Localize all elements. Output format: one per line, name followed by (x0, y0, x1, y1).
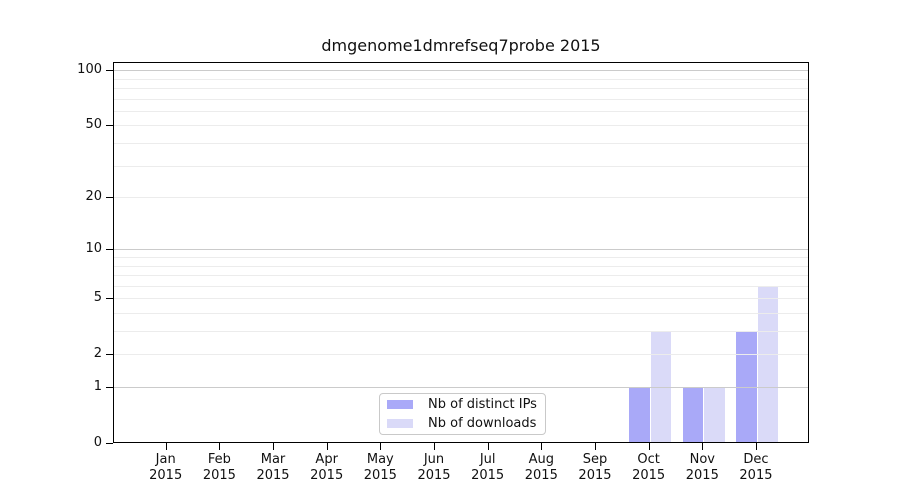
y-tick-label: 5 (93, 290, 102, 306)
x-tick-mark (165, 443, 167, 450)
y-gridline-major (113, 249, 809, 251)
bar-downloads (757, 285, 779, 443)
x-tick-label: Nov 2015 (685, 452, 719, 483)
y-tick-label: 10 (85, 241, 102, 257)
legend-label-distinct-ips: Nb of distinct IPs (428, 397, 537, 412)
x-tick-label: Sep 2015 (578, 452, 612, 483)
y-tick-mark (106, 354, 113, 356)
y-gridline-minor (113, 197, 809, 199)
x-tick-mark (702, 443, 704, 450)
x-tick-label: Apr 2015 (310, 452, 344, 483)
legend-swatch-distinct-ips (387, 400, 413, 409)
legend-item-downloads: Nb of downloads (386, 416, 539, 431)
y-tick-label: 20 (85, 189, 102, 205)
y-gridline-minor (113, 285, 809, 287)
y-tick-mark (106, 125, 113, 127)
x-tick-label: Jan 2015 (149, 452, 183, 483)
bar-distinct-ips (682, 387, 704, 443)
y-gridline-minor (113, 331, 809, 333)
x-tick-mark (594, 443, 596, 450)
chart-title: dmgenome1dmrefseq7probe 2015 (321, 36, 601, 55)
bar-downloads (704, 387, 725, 443)
x-tick-mark (648, 443, 650, 450)
y-tick-label: 2 (93, 346, 102, 362)
x-tick-label: Jul 2015 (471, 452, 505, 483)
y-gridline-minor (113, 165, 809, 167)
y-gridline-minor (113, 298, 809, 300)
plot-area (113, 62, 809, 443)
x-tick-label: Feb 2015 (202, 452, 236, 483)
legend-label-downloads: Nb of downloads (428, 416, 537, 431)
y-gridline-minor (113, 354, 809, 356)
y-tick-mark (106, 249, 113, 251)
legend-swatch-downloads (387, 419, 413, 428)
x-tick-mark (273, 443, 275, 450)
x-tick-label: Oct 2015 (632, 452, 666, 483)
x-tick-mark (434, 443, 435, 450)
y-gridline-minor (113, 312, 809, 314)
y-gridline-minor (113, 88, 809, 90)
y-gridline-minor (113, 257, 809, 258)
x-tick-mark (219, 443, 221, 450)
x-tick-mark (380, 443, 382, 450)
y-gridline-major (113, 387, 809, 388)
bar-distinct-ips (629, 387, 650, 443)
y-tick-label: 1 (93, 379, 102, 394)
y-gridline-minor (113, 265, 809, 267)
y-tick-mark (106, 387, 113, 388)
x-tick-label: Dec 2015 (739, 452, 773, 483)
x-tick-mark (487, 443, 489, 450)
x-tick-label: Aug 2015 (524, 452, 558, 483)
y-gridline-major (113, 70, 809, 72)
x-tick-label: May 2015 (363, 452, 397, 483)
y-gridline-minor (113, 275, 809, 277)
y-tick-mark (106, 70, 113, 72)
y-gridline-minor (113, 78, 809, 80)
x-tick-label: Mar 2015 (256, 452, 290, 483)
y-gridline-minor (113, 143, 809, 145)
y-tick-mark (106, 197, 113, 199)
x-tick-mark (541, 443, 543, 450)
y-gridline-minor (113, 125, 809, 127)
y-gridline-minor (113, 110, 809, 112)
x-tick-mark (755, 443, 757, 450)
y-gridline-minor (113, 98, 809, 100)
y-tick-label: 0 (93, 435, 102, 450)
legend-item-distinct-ips: Nb of distinct IPs (386, 397, 539, 412)
y-tick-label: 50 (85, 117, 102, 133)
x-tick-label: Jun 2015 (417, 452, 451, 483)
y-tick-label: 100 (77, 62, 102, 78)
legend: Nb of distinct IPs Nb of downloads (379, 393, 546, 435)
y-tick-mark (106, 443, 113, 444)
x-tick-mark (326, 443, 328, 450)
y-tick-mark (106, 298, 113, 300)
